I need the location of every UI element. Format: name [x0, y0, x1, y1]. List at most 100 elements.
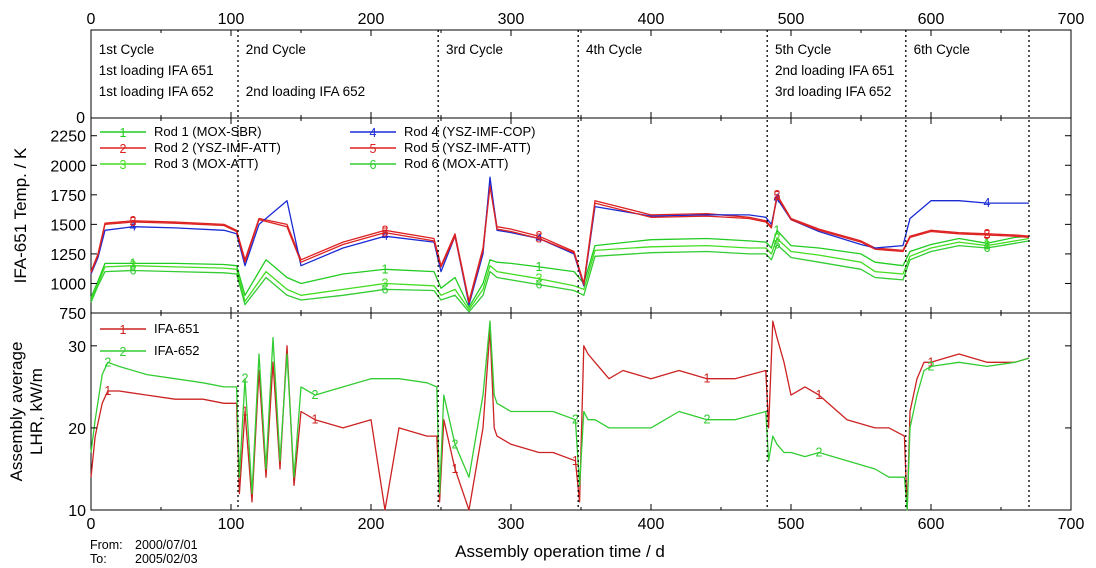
top-x-tick-labels: 0 100 200 300 400 500 600 700 [87, 11, 1085, 28]
series-line [90, 237, 1030, 311]
series-number-marker: 1 [572, 454, 579, 468]
legend-label: Rod 3 (MOX-ATT) [154, 156, 259, 171]
temperature-panel: 750 1000 1250 1500 1750 2000 2250 IFA-65… [11, 117, 1072, 323]
series-number-marker: 2 [704, 413, 711, 427]
series-number-marker: 1 [312, 413, 319, 427]
top-x-tick-label: 300 [498, 11, 525, 28]
series-number-marker: 6 [984, 241, 991, 255]
legend-number: 6 [370, 158, 377, 172]
lhr-y-axis-label-line2: LHR, kW/m [27, 368, 46, 455]
legend-label: IFA-652 [154, 343, 200, 358]
series-line [90, 229, 1030, 308]
top-x-tick-label: 400 [638, 11, 665, 28]
legend-label: Rod 6 (MOX-ATT) [404, 156, 509, 171]
series-line [90, 320, 1030, 511]
series-number-marker: 6 [774, 237, 781, 251]
series-number-marker: 2 [130, 214, 137, 228]
bottom-x-tick-label: 700 [1058, 516, 1085, 533]
to-label: To: [90, 552, 107, 566]
top-x-tick-label: 100 [218, 11, 245, 28]
legend-label: Rod 5 (YSZ-IMF-ATT) [404, 140, 531, 155]
series-number-marker: 5 [130, 215, 137, 229]
bottom-x-tick-label: 400 [638, 516, 665, 533]
series-number-marker: 3 [774, 232, 781, 246]
series-number-marker: 1 [382, 262, 389, 276]
series-number-marker: 1 [704, 372, 711, 386]
series-number-marker: 4 [984, 196, 991, 210]
lhr-y-tick-label: 20 [68, 421, 86, 438]
legend-label: Rod 4 (YSZ-IMF-COP) [404, 124, 535, 139]
legend-number: 2 [120, 142, 127, 156]
series-number-marker: 2 [536, 229, 543, 243]
cycle-label: 1st loading IFA 651 [99, 63, 214, 78]
from-date: 2000/07/01 [135, 538, 198, 552]
temperature-y-tick-label: 1750 [50, 188, 86, 205]
series-number-marker: 1 [928, 355, 935, 369]
x-axis-label: Assembly operation time / d [455, 542, 665, 561]
series-number-marker: 6 [382, 282, 389, 296]
lhr-y-tick-label: 10 [68, 503, 86, 520]
cycle-panel-zero-label: 0 [76, 110, 85, 127]
lhr-y-axis-label-line1: Assembly average [7, 342, 26, 482]
lhr-y-tick-labels: 10 20 30 [68, 339, 86, 520]
cycle-panel: 0 1st Cycle 1st loading IFA 651 1st load… [76, 29, 1072, 127]
series-number-marker: 6 [536, 278, 543, 292]
date-range-footer: From: 2000/07/01 To: 2005/02/03 [90, 538, 198, 566]
series-line [90, 240, 1030, 313]
temperature-y-tick-label: 1500 [50, 217, 86, 234]
series-number-marker: 4 [130, 220, 137, 234]
cycle-label: 2nd Cycle [246, 42, 306, 57]
series-number-marker: 3 [536, 272, 543, 286]
to-date: 2005/02/03 [135, 552, 198, 566]
cycle-labels: 1st Cycle 1st loading IFA 651 1st loadin… [99, 42, 970, 99]
series-number-marker: 3 [382, 276, 389, 290]
top-x-tick-label: 500 [778, 11, 805, 28]
lhr-legend: IFA-651 IFA-652 [154, 321, 200, 358]
lhr-y-tick-label: 30 [68, 339, 86, 356]
bottom-x-tick-label: 0 [87, 516, 96, 533]
series-line [90, 185, 1030, 304]
temperature-legend: Rod 1 (MOX-SBR) Rod 2 (YSZ-IMF-ATT) Rod … [154, 124, 535, 171]
bottom-x-tick-label: 100 [218, 516, 245, 533]
top-x-tick-label: 0 [87, 11, 96, 28]
series-number-marker: 1 [984, 236, 991, 250]
cycle-label: 5th Cycle [775, 42, 831, 57]
bottom-x-tick-label: 600 [918, 516, 945, 533]
series-number-marker: 5 [382, 226, 389, 240]
series-number-marker: 3 [130, 259, 137, 273]
from-label: From: [90, 538, 123, 552]
series-number-marker: 2 [452, 437, 459, 451]
series-number-marker: 2 [572, 413, 579, 427]
series-number-marker: 2 [774, 188, 781, 202]
series-number-marker: 2 [312, 388, 319, 402]
temperature-y-tick-label: 2000 [50, 158, 86, 175]
series-number-marker: 4 [382, 229, 389, 243]
series-number-marker: 1 [816, 388, 823, 402]
top-x-tick-label: 200 [358, 11, 385, 28]
cycle-boundary-lines [237, 30, 1030, 510]
series-number-marker: 1 [130, 256, 137, 270]
series-number-marker: 1 [536, 260, 543, 274]
series-number-marker: 2 [816, 446, 823, 460]
cycle-label: 2nd loading IFA 651 [775, 63, 894, 78]
temperature-y-tick-label: 750 [59, 306, 86, 323]
series-number-marker: 5 [536, 232, 543, 246]
legend-number: 2 [120, 345, 127, 359]
legend-number: 4 [370, 126, 377, 140]
legend-number: 3 [120, 158, 127, 172]
bottom-x-tick-label: 200 [358, 516, 385, 533]
temperature-y-tick-label: 1250 [50, 247, 86, 264]
cycle-label: 4th Cycle [586, 42, 642, 57]
series-number-marker: 1 [104, 384, 111, 398]
series-number-marker: 2 [104, 355, 111, 369]
x-tick-marks [90, 30, 1072, 510]
series-number-marker: 5 [774, 189, 781, 203]
series-line [90, 320, 1030, 511]
bottom-x-tick-label: 300 [498, 516, 525, 533]
temperature-y-tick-label: 2250 [50, 129, 86, 146]
top-x-tick-label: 700 [1058, 11, 1085, 28]
series-number-marker: 5 [984, 228, 991, 242]
